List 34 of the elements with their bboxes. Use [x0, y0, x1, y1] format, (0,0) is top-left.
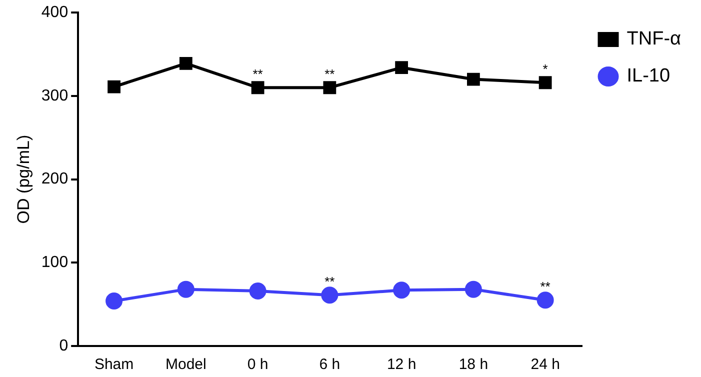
x-tick-label: 24 h: [530, 356, 560, 374]
point: [177, 280, 194, 298]
point: [536, 292, 554, 309]
point: [464, 280, 482, 298]
annotation: **: [324, 274, 335, 290]
annotation: **: [324, 66, 335, 82]
y-tick-label: 0: [59, 337, 68, 354]
point: [393, 282, 410, 299]
legend-label: IL-10: [626, 66, 670, 87]
annotation: **: [540, 279, 550, 294]
point: [538, 76, 552, 90]
x-tick-label: 6 h: [319, 356, 340, 374]
x-tick-label: 18 h: [458, 356, 488, 374]
y-tick-label: 400: [41, 4, 68, 22]
point: [106, 292, 123, 310]
x-tick-label: 12 h: [386, 356, 416, 374]
point: [395, 61, 408, 74]
x-tick-label: Model: [165, 356, 206, 374]
legend-label: TNF-α: [626, 28, 682, 50]
annotation: **: [252, 66, 263, 82]
point: [466, 72, 480, 86]
y-tick-label: 100: [41, 254, 68, 272]
x-tick-label: 0 h: [247, 356, 268, 374]
point: [323, 81, 336, 94]
point: [108, 80, 120, 94]
annotation: *: [542, 62, 548, 77]
x-tick-label: Sham: [94, 356, 134, 374]
point: [321, 286, 338, 304]
y-tick-label: 300: [41, 87, 68, 104]
y-axis-title: OD (pg/mL): [14, 134, 33, 224]
y-tick-label: 200: [41, 170, 68, 188]
point: [179, 56, 192, 70]
point: [251, 81, 264, 94]
point: [249, 282, 266, 300]
